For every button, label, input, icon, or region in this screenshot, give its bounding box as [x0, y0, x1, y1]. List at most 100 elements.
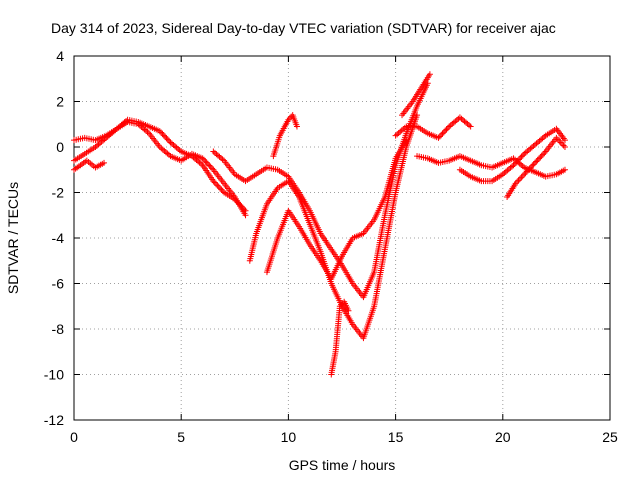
data-point: [529, 162, 536, 169]
data-point: [214, 182, 221, 189]
data-point: [561, 144, 568, 150]
series-track-m: [504, 134, 568, 201]
y-tick-label: 4: [56, 48, 64, 64]
data-point: [158, 129, 165, 136]
data-point: [426, 71, 433, 78]
series-track-f: [263, 137, 410, 282]
data-point: [533, 158, 540, 165]
data-point: [530, 161, 537, 168]
data-point: [514, 157, 521, 164]
chart-title: Day 314 of 2023, Sidereal Day-to-day VTE…: [51, 20, 556, 36]
data-point: [160, 132, 167, 139]
y-tick-label: 0: [56, 139, 64, 155]
data-point: [513, 159, 520, 166]
data-point: [162, 133, 169, 140]
data-point: [531, 159, 538, 166]
data-point: [215, 183, 222, 190]
x-tick-label: 10: [281, 429, 297, 445]
data-point: [515, 156, 522, 163]
data-point: [414, 112, 421, 119]
series-track-i: [392, 114, 474, 141]
data-point: [518, 153, 525, 160]
y-tick-label: 2: [56, 94, 64, 110]
y-axis-label: SDTVAR / TECUs: [5, 182, 21, 294]
data-point: [523, 168, 530, 175]
data-point: [200, 156, 207, 163]
x-tick-label: 25: [602, 429, 618, 445]
data-point: [202, 158, 209, 165]
data-marks: [71, 71, 568, 378]
data-point: [219, 188, 226, 195]
x-tick-label: 0: [70, 429, 78, 445]
data-point: [211, 179, 218, 186]
series-track-e: [246, 112, 421, 342]
data-point: [526, 165, 533, 172]
data-point: [538, 152, 545, 159]
data-point: [206, 162, 213, 169]
data-point: [209, 165, 216, 172]
series-track-b: [71, 118, 249, 219]
data-point: [159, 130, 166, 137]
data-point: [517, 155, 524, 162]
x-axis-label: GPS time / hours: [289, 457, 396, 473]
data-point: [101, 159, 108, 166]
data-point: [444, 124, 451, 131]
data-point: [156, 128, 163, 135]
data-point: [438, 132, 445, 139]
data-point: [436, 133, 443, 140]
data-point: [510, 162, 517, 169]
series-track-g: [270, 112, 300, 160]
data-point: [403, 137, 410, 144]
series-track-j: [399, 71, 433, 119]
data-point: [163, 135, 170, 142]
data-point: [199, 155, 206, 162]
data-point: [242, 212, 249, 219]
data-point: [207, 163, 214, 170]
x-tick-label: 5: [177, 429, 185, 445]
data-point: [217, 185, 224, 192]
x-tick-label: 20: [495, 429, 511, 445]
data-point: [561, 137, 568, 144]
data-point: [203, 159, 210, 166]
series-track-h: [328, 298, 352, 378]
y-tick-label: -6: [52, 276, 65, 292]
data-point: [166, 138, 173, 145]
series-track-c: [71, 157, 108, 173]
data-point: [511, 160, 518, 167]
axis-ticks: 0 5 10 15 20 25 -12 -10 -8 -6 -4 -2 0 2 4: [44, 48, 618, 445]
data-point: [525, 167, 532, 174]
data-point: [442, 127, 449, 134]
data-point: [213, 180, 220, 187]
data-point: [527, 164, 534, 171]
data-point: [164, 136, 171, 143]
series-track-d: [210, 80, 431, 301]
data-point: [535, 155, 542, 162]
data-point: [534, 157, 541, 164]
data-point: [521, 171, 528, 178]
data-point: [519, 152, 526, 159]
data-point: [439, 130, 446, 137]
data-point: [293, 123, 300, 130]
data-point: [218, 186, 225, 193]
data-point: [435, 134, 442, 141]
data-point: [541, 149, 548, 156]
y-tick-label: -4: [52, 230, 65, 246]
data-point: [345, 307, 352, 314]
data-point: [561, 166, 568, 173]
y-tick-label: -2: [52, 185, 65, 201]
y-tick-label: -10: [44, 367, 64, 383]
data-point: [467, 123, 474, 130]
y-tick-label: -8: [52, 321, 65, 337]
data-point: [537, 154, 544, 161]
data-point: [443, 126, 450, 133]
data-point: [210, 178, 217, 185]
series-track-l: [456, 125, 568, 185]
data-point: [522, 169, 529, 176]
data-point: [205, 161, 211, 168]
data-point: [540, 151, 546, 158]
y-tick-label: -12: [44, 412, 64, 428]
x-tick-label: 15: [388, 429, 404, 445]
data-point: [440, 129, 447, 136]
